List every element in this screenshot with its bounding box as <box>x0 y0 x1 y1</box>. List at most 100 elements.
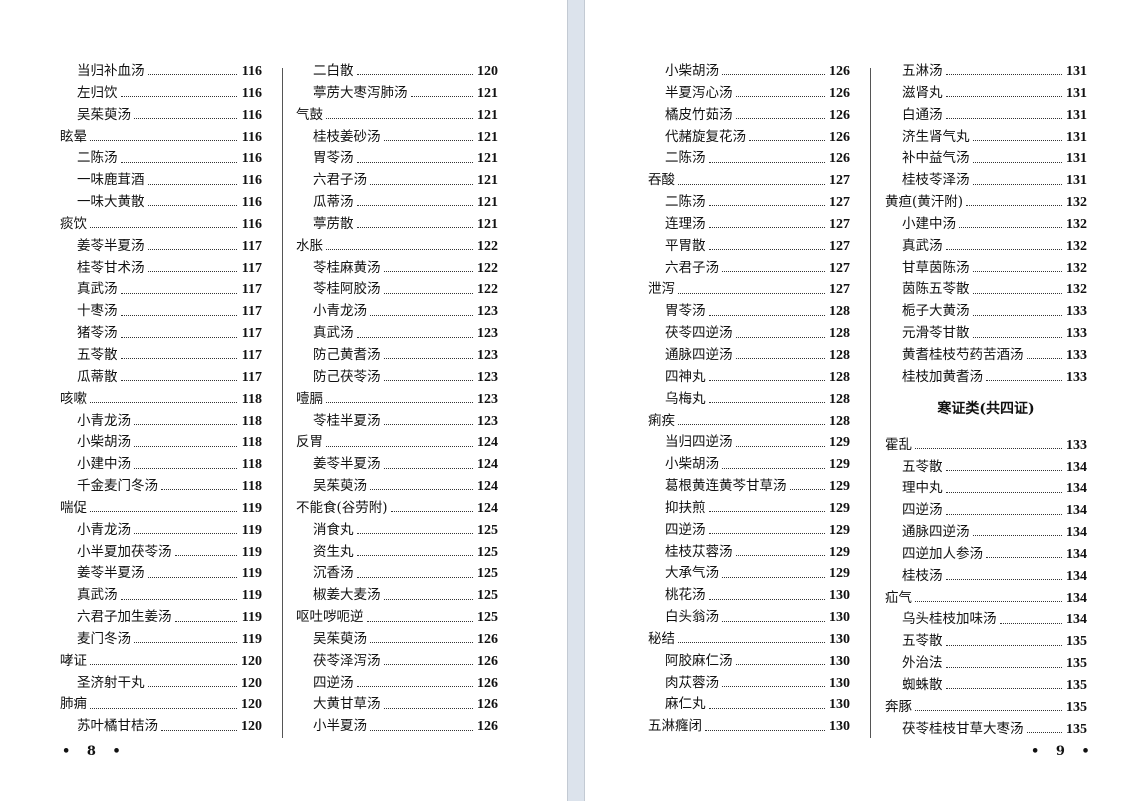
entry-title: 甘草茵陈汤 <box>902 259 970 276</box>
index-entry-formula: 小柴胡汤 129 <box>648 454 850 476</box>
entry-page-number: 121 <box>477 195 498 211</box>
entry-page-number: 132 <box>1066 282 1087 298</box>
index-entry-formula: 桂枝苁蓉汤 129 <box>648 542 850 564</box>
entry-page-number: 133 <box>1066 304 1087 320</box>
entry-title: 十枣汤 <box>77 303 118 320</box>
entry-page-number: 135 <box>1066 677 1087 693</box>
entry-title: 补中益气汤 <box>902 150 970 167</box>
index-entry-formula: 五苓散 117 <box>60 345 262 367</box>
entry-title: 五淋癃闭 <box>648 718 702 735</box>
entry-page-number: 123 <box>477 369 498 385</box>
dot-leader <box>147 205 237 207</box>
index-entry-condition: 气鼓 121 <box>296 105 498 127</box>
entry-title: 小青龙汤 <box>313 303 367 320</box>
entry-page-number: 130 <box>829 697 850 713</box>
entry-title: 阿胶麻仁汤 <box>665 652 733 669</box>
entry-page-number: 133 <box>1066 326 1087 342</box>
entry-title: 千金麦门冬汤 <box>77 478 158 495</box>
dot-leader <box>722 576 825 578</box>
index-entry-formula: 元滑苓甘散 133 <box>885 323 1087 345</box>
entry-page-number: 119 <box>241 588 262 604</box>
entry-title: 小柴胡汤 <box>665 63 719 79</box>
entry-page-number: 130 <box>829 675 850 691</box>
dot-leader <box>356 336 473 338</box>
index-entry-formula: 小建中汤 118 <box>60 454 262 476</box>
dot-leader <box>174 554 237 556</box>
entry-title: 吴茱萸汤 <box>313 630 367 647</box>
entry-page-number: 126 <box>829 129 850 145</box>
dot-leader <box>90 707 237 709</box>
dot-leader <box>999 622 1062 624</box>
entry-title: 当归四逆汤 <box>665 434 733 451</box>
entry-page-number: 134 <box>1066 459 1087 475</box>
index-entry-formula: 当归补血汤 116 <box>60 61 262 83</box>
entry-page-number: 132 <box>1066 195 1087 211</box>
index-entry-condition: 疝气 134 <box>885 588 1087 610</box>
entry-title: 二白散 <box>313 63 354 79</box>
entry-title: 二陈汤 <box>665 194 706 211</box>
index-entry-formula: 大承气汤 129 <box>648 563 850 585</box>
index-entry-condition: 黄疸(黄汗附) 132 <box>885 192 1087 214</box>
entry-page-number: 129 <box>829 435 850 451</box>
entry-page-number: 124 <box>477 435 498 451</box>
entry-title: 四逆汤 <box>902 502 943 519</box>
index-entry-condition: 噎膈 123 <box>296 389 498 411</box>
entry-page-number: 121 <box>477 85 498 101</box>
dot-leader <box>134 118 237 120</box>
dot-leader <box>90 227 237 229</box>
entry-page-number: 131 <box>1066 173 1087 189</box>
index-entry-formula: 小柴胡汤 118 <box>60 432 262 454</box>
dot-leader <box>383 664 473 666</box>
index-entry-condition: 五淋癃闭 130 <box>648 716 850 738</box>
entry-page-number: 117 <box>241 347 262 363</box>
index-entry-formula: 六君子汤 121 <box>296 170 498 192</box>
dot-leader <box>678 183 825 185</box>
entry-title: 五苓散 <box>902 458 943 475</box>
dot-leader <box>678 642 825 644</box>
entry-page-number: 117 <box>241 238 262 254</box>
page-number: • 9 • <box>1031 744 1096 759</box>
entry-title: 黄耆桂枝芍药苦酒汤 <box>902 346 1024 363</box>
entry-title: 苓桂麻黄汤 <box>313 259 381 276</box>
index-entry-formula: 小柴胡汤 126 <box>648 61 850 83</box>
dot-leader <box>356 205 473 207</box>
index-entry-formula: 资生丸 125 <box>296 542 498 564</box>
index-entry-condition: 秘结 130 <box>648 629 850 651</box>
entry-page-number: 134 <box>1066 546 1087 562</box>
dot-leader <box>120 161 237 163</box>
entry-title: 抑扶煎 <box>665 499 706 516</box>
index-entry-formula: 消食丸 125 <box>296 520 498 542</box>
index-entry-formula: 瓜蒂散 117 <box>60 367 262 389</box>
index-entry-formula: 苏叶橘甘桔汤 120 <box>60 716 262 738</box>
entry-page-number: 128 <box>829 347 850 363</box>
entry-title: 茯苓四逆汤 <box>665 325 733 342</box>
dot-leader <box>945 491 1062 493</box>
dot-leader <box>708 511 825 513</box>
entry-title: 呕吐哕呃逆 <box>296 609 364 626</box>
entry-page-number: 123 <box>477 413 498 429</box>
index-entry-formula: 平胃散 127 <box>648 236 850 258</box>
index-entry-formula: 桃花汤 130 <box>648 585 850 607</box>
dot-leader <box>410 96 473 98</box>
entry-title: 痰饮 <box>60 215 87 232</box>
dot-leader <box>915 448 1062 450</box>
page-number: • 8 • <box>62 744 127 759</box>
entry-title: 霍乱 <box>885 436 912 453</box>
entry-title: 真武汤 <box>902 237 943 254</box>
entry-title: 连理汤 <box>665 215 706 232</box>
index-entry-formula: 当归四逆汤 129 <box>648 432 850 454</box>
entry-page-number: 117 <box>241 326 262 342</box>
entry-page-number: 120 <box>241 697 262 713</box>
dot-leader <box>120 292 237 294</box>
entry-title: 四神丸 <box>665 368 706 385</box>
entry-title: 麻仁丸 <box>665 696 706 713</box>
entry-title: 沉香汤 <box>313 565 354 582</box>
entry-page-number: 130 <box>829 631 850 647</box>
dot-leader <box>370 729 473 731</box>
index-entry-formula: 四逆汤 134 <box>885 500 1087 522</box>
entry-page-number: 134 <box>1066 503 1087 519</box>
index-entry-condition: 哮证 120 <box>60 651 262 673</box>
dot-leader <box>972 183 1062 185</box>
entry-page-number: 119 <box>241 631 262 647</box>
entry-title: 通脉四逆汤 <box>902 524 970 541</box>
